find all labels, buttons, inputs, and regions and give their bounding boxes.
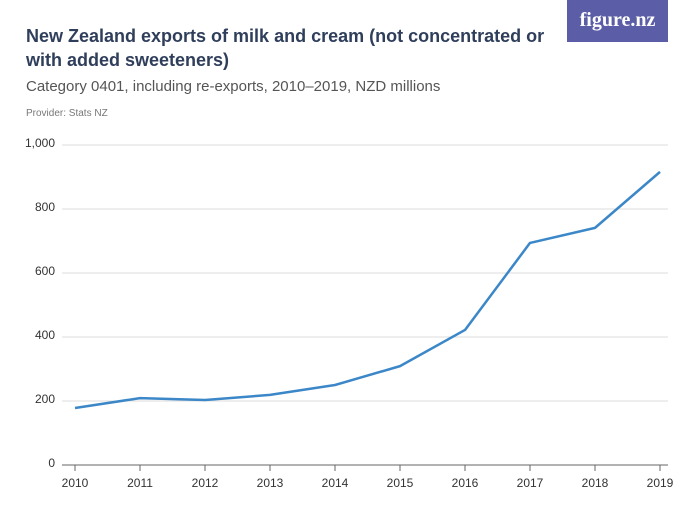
x-tick-label: 2018 [582, 476, 609, 490]
y-tick-label: 400 [35, 328, 55, 342]
data-line [74, 170, 661, 410]
x-tick-label: 2017 [517, 476, 544, 490]
y-tick-label: 200 [35, 392, 55, 406]
x-tick-label: 2011 [127, 476, 153, 490]
x-tick-label: 2019 [647, 476, 674, 490]
x-tick-label: 2013 [257, 476, 284, 490]
x-tick-label: 2010 [62, 476, 89, 490]
x-tick-label: 2012 [192, 476, 219, 490]
chart-title: New Zealand exports of milk and cream (n… [26, 26, 545, 70]
logo[interactable]: figure.nz [567, 0, 668, 42]
y-tick-label: 600 [35, 264, 55, 278]
x-tick-label: 2015 [387, 476, 414, 490]
x-tick-label: 2014 [322, 476, 349, 490]
provider-note: Provider: Stats NZ [26, 108, 108, 119]
y-tick-label: 0 [48, 456, 55, 470]
y-tick-label: 1,000 [25, 136, 55, 150]
y-tick-label: 800 [35, 200, 55, 214]
chart-subtitle: Category 0401, including re-exports, 201… [26, 78, 441, 95]
x-tick-label: 2016 [452, 476, 479, 490]
